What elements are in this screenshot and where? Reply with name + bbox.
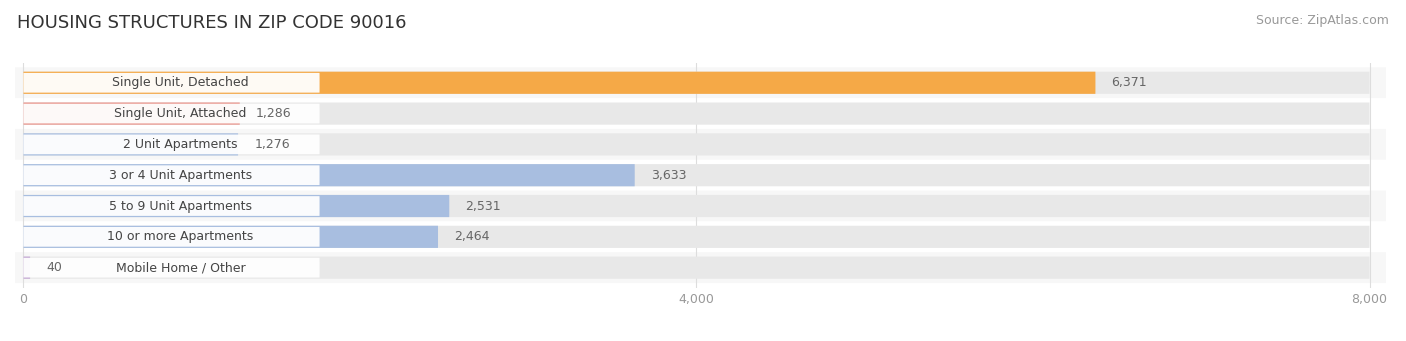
FancyBboxPatch shape	[15, 221, 1386, 252]
Text: 2,464: 2,464	[454, 230, 489, 243]
FancyBboxPatch shape	[15, 191, 1386, 221]
Text: 5 to 9 Unit Apartments: 5 to 9 Unit Apartments	[108, 199, 252, 212]
FancyBboxPatch shape	[15, 160, 1386, 191]
Text: 3 or 4 Unit Apartments: 3 or 4 Unit Apartments	[108, 169, 252, 182]
FancyBboxPatch shape	[24, 164, 634, 186]
Text: 40: 40	[46, 261, 62, 274]
Text: 1,276: 1,276	[254, 138, 290, 151]
Text: Single Unit, Detached: Single Unit, Detached	[112, 76, 249, 89]
FancyBboxPatch shape	[24, 256, 1369, 279]
FancyBboxPatch shape	[24, 226, 1369, 248]
FancyBboxPatch shape	[24, 195, 1369, 217]
Text: Single Unit, Attached: Single Unit, Attached	[114, 107, 246, 120]
FancyBboxPatch shape	[24, 258, 319, 278]
FancyBboxPatch shape	[24, 72, 1369, 94]
FancyBboxPatch shape	[15, 129, 1386, 160]
Text: 3,633: 3,633	[651, 169, 686, 182]
Text: 2,531: 2,531	[465, 199, 501, 212]
Text: 2 Unit Apartments: 2 Unit Apartments	[124, 138, 238, 151]
FancyBboxPatch shape	[24, 226, 439, 248]
FancyBboxPatch shape	[24, 103, 240, 125]
FancyBboxPatch shape	[24, 72, 1095, 94]
FancyBboxPatch shape	[15, 252, 1386, 283]
Text: HOUSING STRUCTURES IN ZIP CODE 90016: HOUSING STRUCTURES IN ZIP CODE 90016	[17, 14, 406, 32]
Text: 1,286: 1,286	[256, 107, 291, 120]
FancyBboxPatch shape	[24, 103, 1369, 125]
FancyBboxPatch shape	[24, 196, 319, 216]
FancyBboxPatch shape	[24, 164, 1369, 186]
FancyBboxPatch shape	[15, 98, 1386, 129]
FancyBboxPatch shape	[24, 133, 1369, 155]
FancyBboxPatch shape	[24, 227, 319, 247]
Text: Source: ZipAtlas.com: Source: ZipAtlas.com	[1256, 14, 1389, 27]
FancyBboxPatch shape	[24, 133, 238, 155]
FancyBboxPatch shape	[24, 135, 319, 154]
FancyBboxPatch shape	[24, 195, 450, 217]
FancyBboxPatch shape	[24, 165, 319, 185]
FancyBboxPatch shape	[24, 73, 319, 93]
Text: Mobile Home / Other: Mobile Home / Other	[115, 261, 245, 274]
FancyBboxPatch shape	[24, 256, 30, 279]
Text: 6,371: 6,371	[1112, 76, 1147, 89]
FancyBboxPatch shape	[15, 68, 1386, 98]
FancyBboxPatch shape	[24, 104, 319, 123]
Text: 10 or more Apartments: 10 or more Apartments	[107, 230, 253, 243]
